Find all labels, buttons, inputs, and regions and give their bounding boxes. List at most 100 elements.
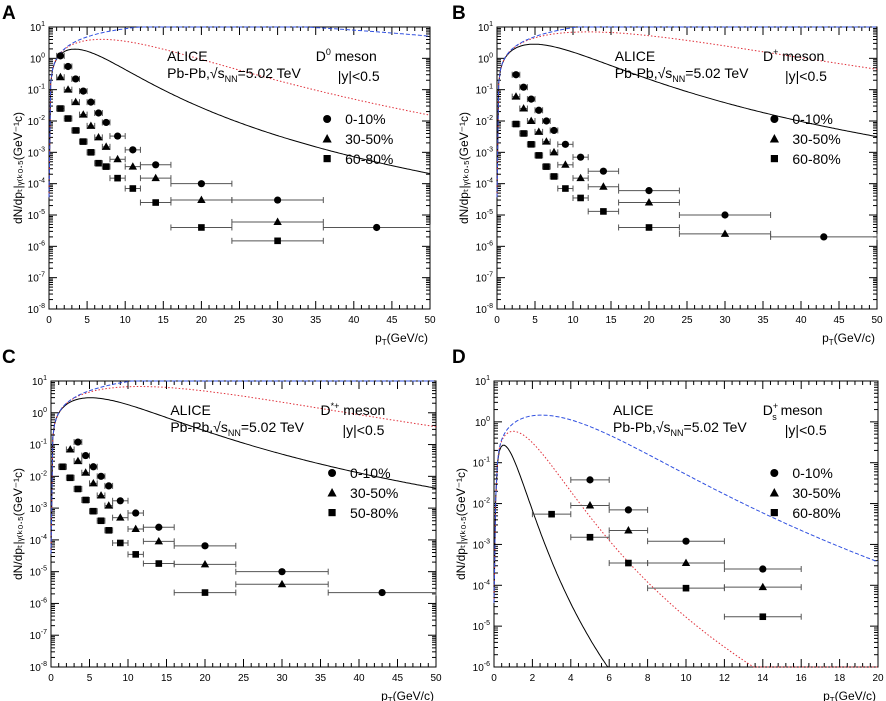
data-point-square — [600, 208, 607, 215]
x-tick-label: 15 — [158, 315, 170, 326]
data-point-triangle — [519, 104, 528, 112]
data-point-triangle — [720, 229, 730, 237]
data-point-square — [198, 224, 205, 231]
data-point-square — [105, 527, 113, 534]
data-point-circle — [820, 233, 828, 241]
panel-letter: B — [452, 3, 466, 24]
data-point-triangle — [89, 478, 98, 487]
collision-label: Pb-Pb,√sNN=5.02 TeV — [615, 65, 749, 84]
data-point-square — [520, 130, 527, 137]
x-tick-label: 35 — [310, 315, 322, 326]
data-point-circle — [682, 537, 690, 545]
data-point-triangle — [585, 501, 595, 509]
y-tick-label: 10-5 — [476, 209, 493, 222]
data-point-square — [527, 141, 535, 148]
y-tick-label: 10-5 — [28, 209, 45, 222]
y-tick-label: 100 — [475, 416, 490, 429]
x-axis-label: pT(GeV/c) — [823, 689, 876, 701]
data-point-square — [274, 237, 281, 245]
y-tick-label: 101 — [475, 375, 490, 388]
y-tick-label: 10-7 — [28, 272, 45, 285]
data-point-square — [79, 138, 87, 145]
x-tick-label: 50 — [424, 315, 436, 326]
legend-marker-triangle — [769, 134, 779, 143]
x-tick-label: 40 — [348, 315, 360, 326]
x-tick-label: 16 — [796, 673, 808, 684]
x-tick-label: 18 — [834, 673, 846, 684]
data-point-triangle — [71, 97, 80, 106]
x-tick-label: 40 — [795, 315, 807, 326]
x-tick-label: 10 — [120, 315, 132, 326]
data-point-square — [117, 539, 124, 547]
x-tick-label: 6 — [606, 673, 612, 684]
data-point-triangle — [73, 456, 83, 465]
data-point-triangle — [273, 217, 282, 225]
data-point-square — [129, 185, 137, 192]
data-point-square — [87, 149, 95, 156]
data-point-square — [562, 185, 569, 192]
x-tick-label: 15 — [161, 673, 173, 684]
data-point-square — [535, 152, 543, 159]
x-tick-label: 5 — [84, 315, 90, 326]
y-axis-label: dN/dpₜ|ᵧ₍ₖ₀.₅(GeV⁻¹c) — [457, 112, 471, 224]
particle-label: D+ meson — [763, 47, 824, 64]
x-tick-label: 12 — [719, 673, 731, 684]
legend-marker-circle — [770, 469, 779, 477]
data-point-circle — [550, 126, 558, 135]
legend-label: 0-10% — [792, 465, 832, 481]
y-axis-label: dN/dpₜ|ᵧ₍ₖ₀.₅(GeV⁻¹c) — [454, 468, 468, 580]
x-tick-label: 4 — [568, 673, 574, 684]
y-tick-label: 10-1 — [30, 439, 47, 452]
data-point-triangle — [681, 558, 691, 567]
legend-label: 60-80% — [792, 505, 840, 521]
x-tick-label: 8 — [645, 673, 651, 684]
y-tick-label: 101 — [30, 21, 45, 34]
x-tick-label: 10 — [122, 673, 134, 684]
data-point-circle — [201, 542, 209, 550]
y-tick-label: 10-8 — [476, 303, 493, 316]
legend-label: 60-80% — [345, 151, 393, 167]
model-curve-1 — [496, 31, 878, 198]
data-point-circle — [520, 83, 528, 91]
data-point-circle — [152, 161, 160, 169]
panel-a: A 0 5 10 15 20 25 30 35 40 45 50 10-8 10-7 10-6 10-5 10-… — [2, 3, 436, 347]
data-point-square — [132, 551, 139, 558]
x-tick-label: 5 — [87, 673, 93, 684]
data-point-square — [66, 474, 74, 482]
data-point-circle — [82, 451, 90, 460]
data-point-square — [625, 559, 632, 567]
legend-marker-triangle — [322, 134, 332, 143]
x-tick-label: 14 — [757, 673, 769, 684]
data-point-circle — [197, 180, 205, 188]
x-tick-label: 45 — [392, 673, 404, 684]
rapidity-label: |y|<0.5 — [343, 422, 385, 438]
data-point-circle — [74, 438, 82, 446]
data-point-triangle — [151, 173, 160, 182]
data-point-square — [90, 507, 97, 515]
data-point-circle — [102, 118, 110, 127]
data-point-square — [201, 589, 209, 596]
data-point-square — [102, 163, 110, 170]
x-tick-label: 45 — [386, 315, 398, 326]
x-tick-label: 25 — [238, 673, 250, 684]
legend-label: 0-10% — [792, 111, 832, 127]
data-point-square — [155, 560, 163, 567]
y-tick-label: 10-2 — [30, 470, 47, 483]
data-point-triangle — [197, 195, 206, 204]
data-point-triangle — [96, 491, 106, 499]
data-point-triangle — [104, 501, 113, 509]
legend-label: 0-10% — [350, 465, 390, 481]
y-tick-label: 100 — [30, 52, 45, 65]
legend-marker-circle — [323, 115, 332, 123]
data-point-circle — [105, 482, 113, 490]
y-tick-label: 10-4 — [473, 579, 490, 592]
data-point-triangle — [81, 468, 90, 476]
data-point-triangle — [128, 162, 138, 170]
particle-label: D*+ meson — [321, 401, 386, 418]
data-point-triangle — [534, 127, 543, 135]
y-tick-label: 10-3 — [30, 502, 47, 515]
data-point-circle — [542, 117, 551, 125]
x-tick-label: 40 — [353, 673, 365, 684]
y-tick-label: 10-2 — [476, 115, 493, 128]
